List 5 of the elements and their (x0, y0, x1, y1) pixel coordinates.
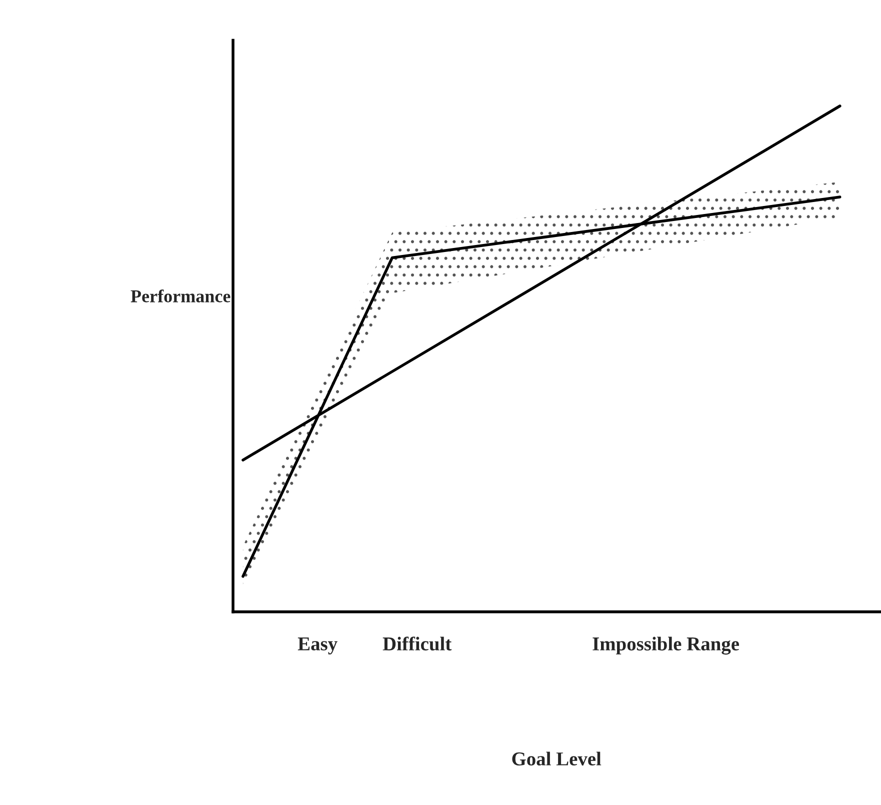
x-axis-title: Goal Level (512, 752, 602, 766)
x-tick-label: Easy (298, 638, 338, 654)
y-axis-title: Performance (130, 289, 230, 302)
x-tick-label: Difficult (382, 636, 452, 651)
x-tick-label: Impossible Range (592, 636, 740, 655)
